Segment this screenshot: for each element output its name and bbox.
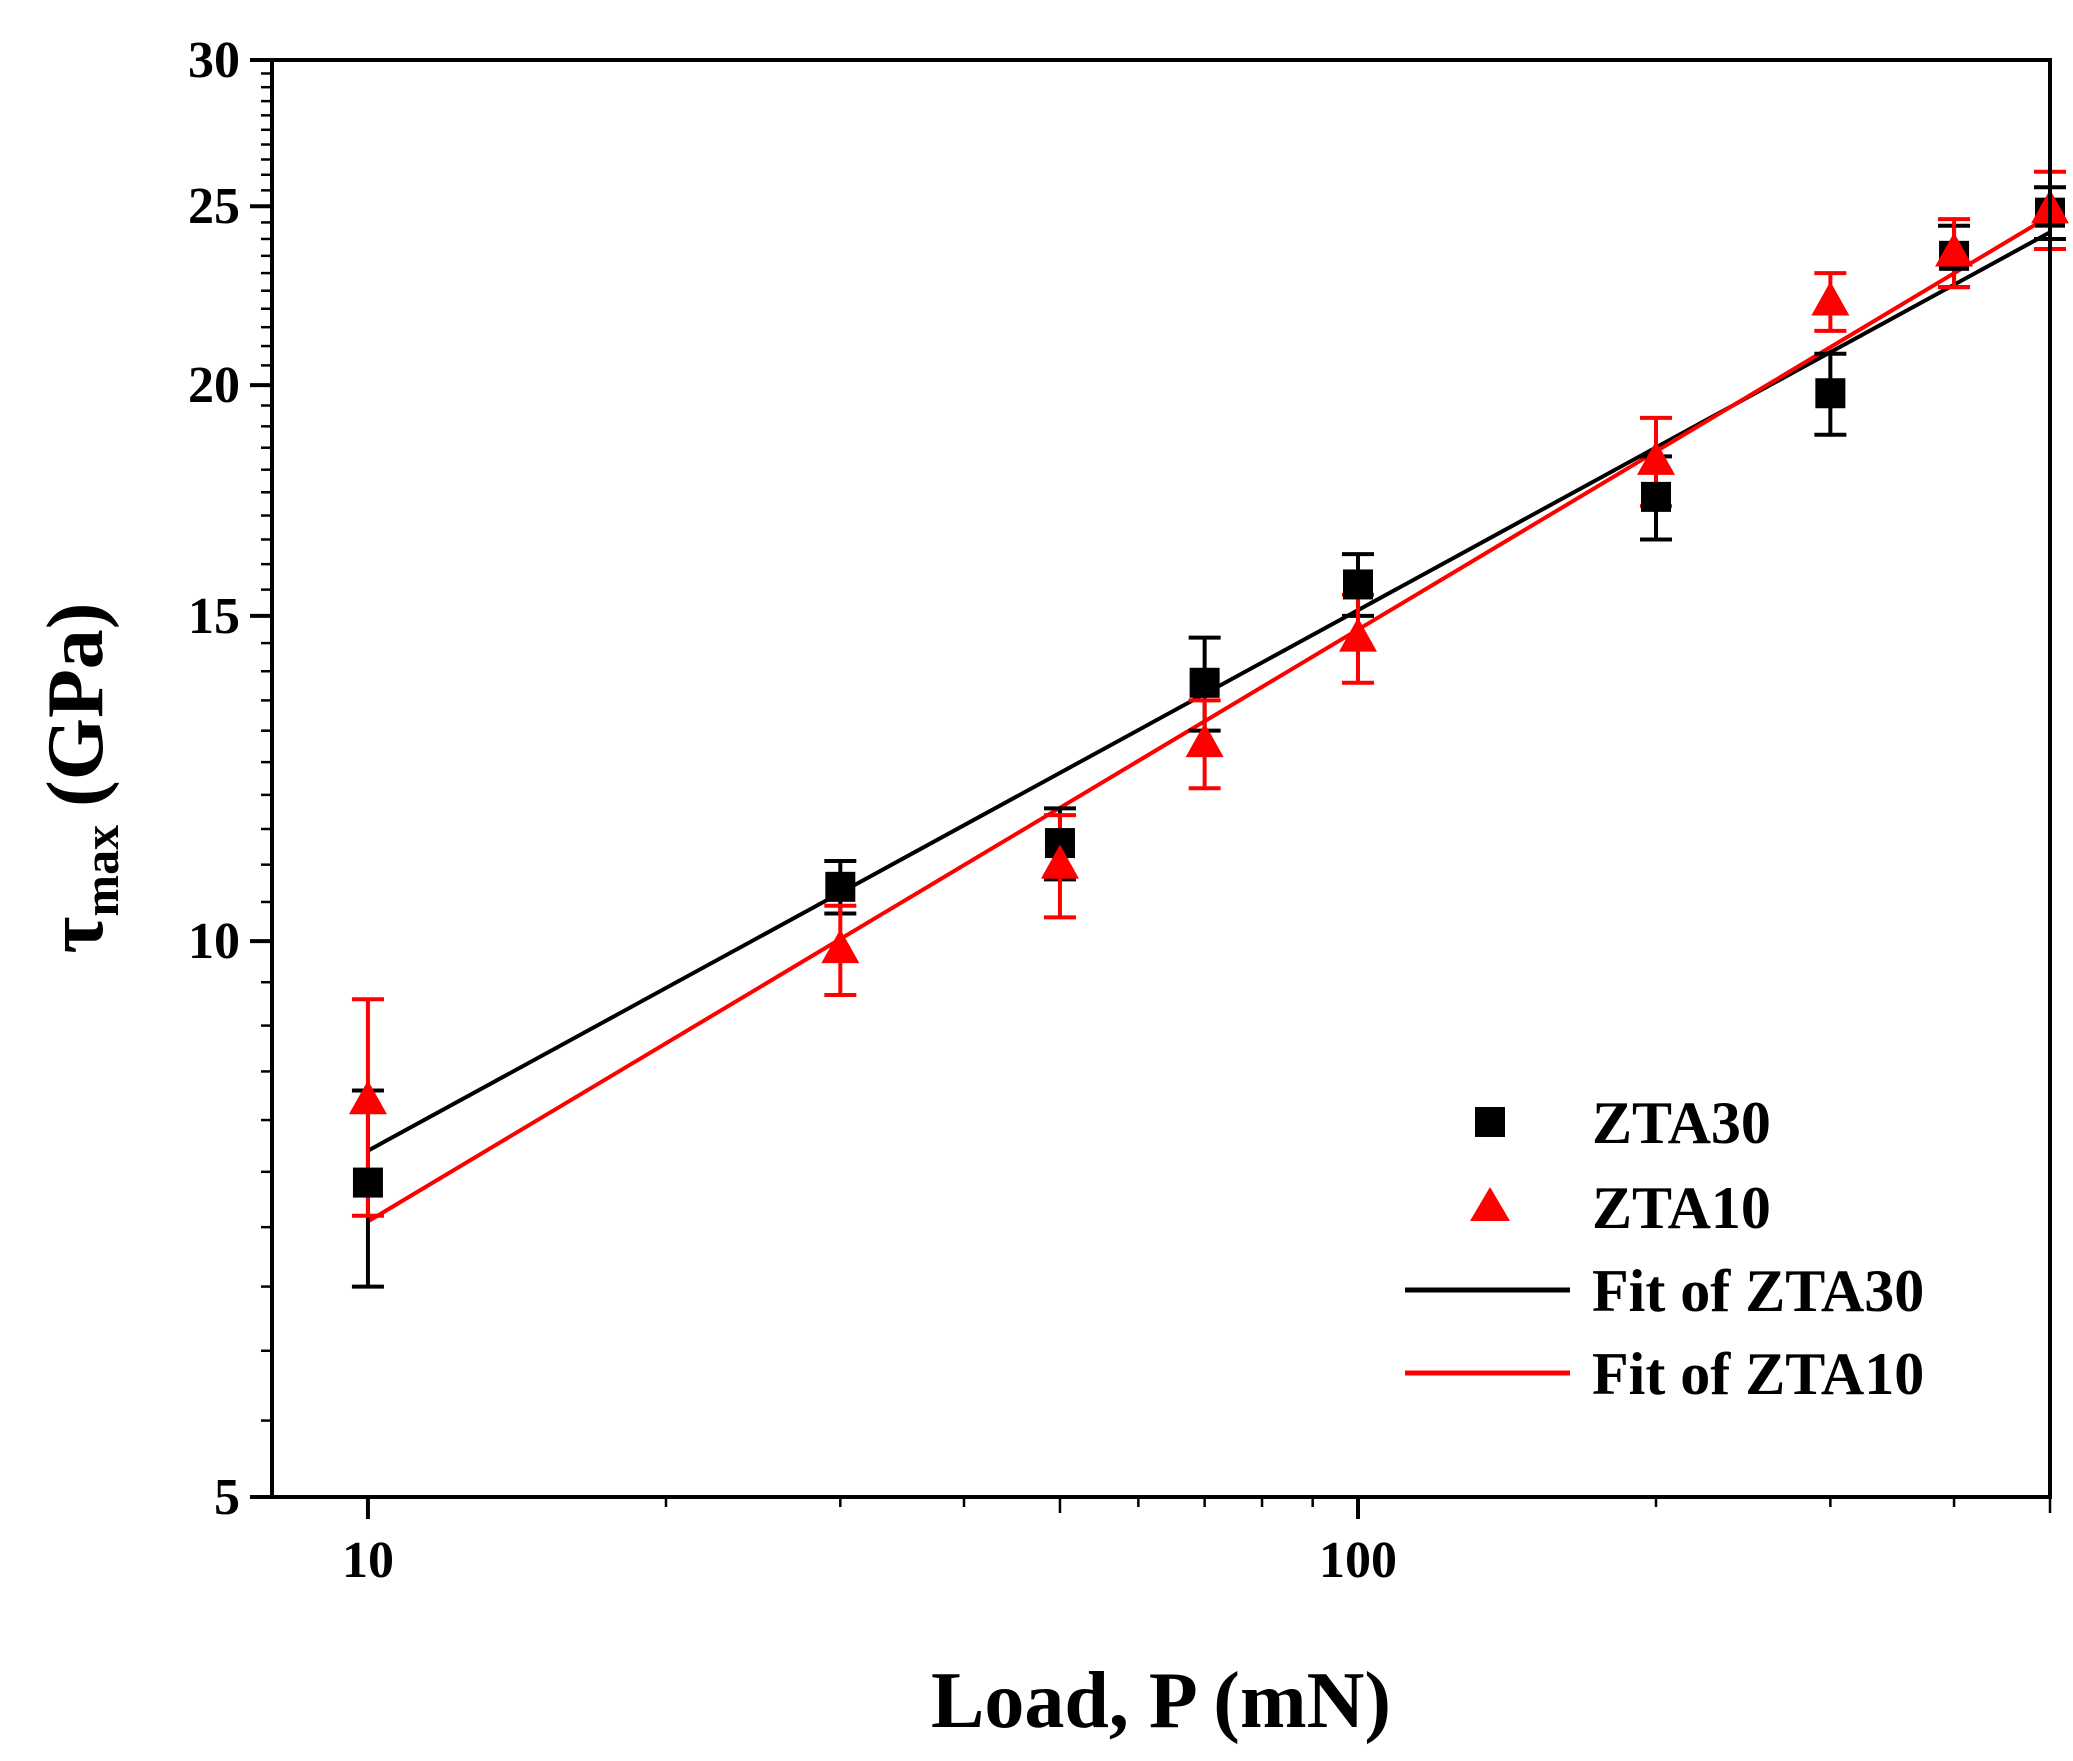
y-tick-label: 15 (188, 588, 240, 645)
data-point-square (825, 871, 856, 902)
legend-label: Fit of ZTA10 (1592, 1341, 1924, 1407)
plot-frame (270, 58, 2052, 1499)
data-point-triangle (1935, 232, 1974, 267)
y-tick-label: 10 (188, 913, 240, 970)
error-bars (351, 169, 2066, 1289)
y-axis-title-subscript: max (73, 825, 129, 917)
y-axis-title: τmax (GPa) (32, 603, 129, 954)
data-point-triangle (821, 929, 860, 964)
legend-marker-square (1475, 1107, 1505, 1137)
legend: ZTA30 ZTA10 Fit of ZTA30 Fit of ZTA10 (1405, 1090, 1924, 1407)
data-point-triangle (1185, 723, 1224, 758)
y-tick-label: 25 (188, 178, 240, 235)
data-point-square (1342, 569, 1373, 600)
legend-marker-triangle (1470, 1187, 1510, 1221)
data-point-square (1189, 667, 1220, 698)
y-tick-label: 5 (214, 1469, 240, 1526)
data-point-square (1641, 481, 1672, 512)
tick-labels: 5 10 15 20 25 30 10 100 (188, 32, 1397, 1589)
y-axis-title-unit: (GPa) (32, 603, 120, 807)
data-point-triangle (1040, 844, 1079, 879)
legend-label: ZTA30 (1592, 1090, 1771, 1156)
x-tick-label: 100 (1319, 1532, 1397, 1589)
y-tick-label: 30 (188, 32, 240, 89)
data-point-square (352, 1167, 383, 1198)
x-tick-label: 10 (342, 1532, 394, 1589)
fit-line (366, 214, 2052, 1224)
fit-lines (366, 214, 2052, 1224)
data-points (348, 189, 2069, 1198)
y-axis-title-symbol: τ (32, 917, 120, 954)
legend-label: ZTA10 (1592, 1175, 1771, 1241)
svg-text:τmax(GPa): τmax (GPa) (32, 603, 129, 954)
data-point-triangle (348, 1080, 387, 1115)
data-point-triangle (1811, 281, 1850, 316)
x-axis-title: Load, P (mN) (931, 1657, 1391, 1745)
data-point-square (1815, 378, 1846, 409)
legend-label: Fit of ZTA30 (1592, 1258, 1924, 1324)
data-point-triangle (1637, 440, 1676, 475)
y-tick-label: 20 (188, 357, 240, 414)
data-point-triangle (1338, 617, 1377, 652)
